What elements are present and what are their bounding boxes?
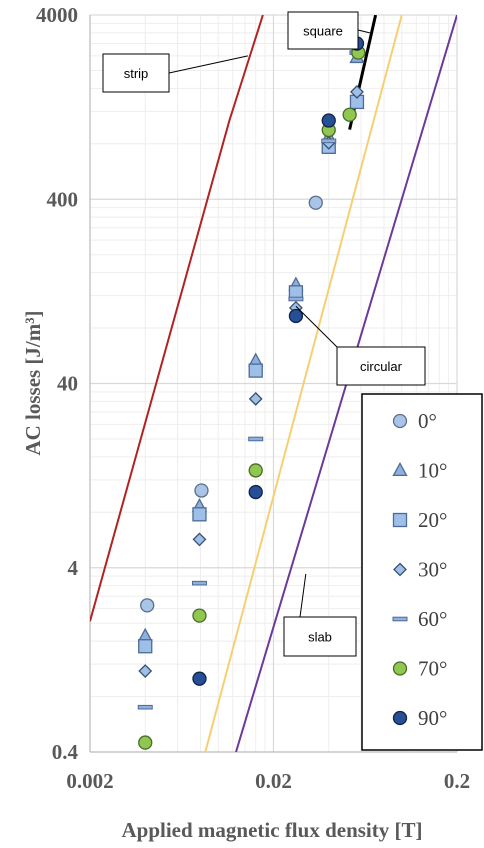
tick-labels: 0.002 0.02 0.2 0.4 4 40 400 4000 [36,3,470,793]
y-tick-label: 0.4 [52,740,79,764]
data-point [288,308,304,324]
data-point [248,463,263,478]
y-tick-label: 4 [68,556,79,580]
leader-line [357,29,370,34]
series-2 [138,94,365,654]
legend-entry: 20° [392,508,447,532]
legend-entry: 30° [393,558,447,582]
legend-label: 90° [418,706,447,730]
data-point [248,436,264,442]
axes [89,15,457,753]
legend-entry: 60° [392,607,447,631]
data-point [248,484,263,500]
annotation-circular: circular [295,305,426,386]
data-point [248,363,263,378]
data-point [191,580,207,586]
data-point [288,296,304,302]
legend-label: 30° [418,558,447,582]
legend-label: 0° [418,409,437,433]
y-tick-label: 4000 [36,3,78,27]
data-point [342,107,357,122]
annotation-label: slab [308,630,332,645]
data-point [192,507,207,522]
legend-marker [392,461,408,477]
series-0 [140,195,323,613]
data-points [137,36,366,750]
leader-line [299,573,307,618]
leader-line [168,55,248,74]
data-point [192,532,207,547]
annotation-box [283,616,357,657]
data-point [194,483,209,498]
data-point [138,735,153,750]
data-point [321,138,337,144]
data-point [192,608,207,623]
line-strip [90,15,264,622]
line-circular [204,15,403,752]
annotation-label: circular [360,359,403,374]
annotation-label: square [303,24,343,39]
annotation-box [102,53,170,93]
data-point [140,598,155,613]
x-axis-title: Applied magnetic flux density [T] [121,818,422,842]
annotation-strip: strip [102,53,248,93]
x-tick-label: 0.2 [444,769,470,793]
legend-entry: 10° [392,459,447,483]
x-tick-label: 0.002 [66,769,113,793]
legend-marker [392,710,408,726]
leader-line [295,305,338,348]
data-point [350,84,364,99]
legend-label: 60° [418,607,447,631]
annotations: strip square circular slab [102,11,426,657]
legend-marker [392,661,408,676]
annotation-box [287,11,359,50]
series-3 [138,84,364,678]
x-tick-label: 0.02 [255,769,292,793]
legend-marker [392,616,408,622]
data-point [138,639,153,654]
model-lines [90,15,457,752]
annotation-box [336,346,426,386]
annotation-square: square [287,11,370,50]
legend-marker [392,413,408,429]
data-point [308,195,323,210]
data-point [138,664,153,678]
data-point [321,113,336,128]
y-tick-label: 40 [57,372,78,396]
annotation-label: strip [124,66,149,81]
legend-marker [392,512,408,528]
legend-entry: 0° [392,409,437,433]
data-point [192,671,207,686]
legend-marker [393,562,407,577]
legend-entry: 90° [392,706,447,730]
legend-label: 10° [418,459,447,483]
annotation-slab: slab [283,573,357,657]
y-axis-title: AC losses [J/m³] [21,310,45,455]
legend: 0° 10° 20° 30° 60° 70° 90° [361,393,483,751]
y-tick-label: 400 [47,187,79,211]
data-point [137,704,153,710]
legend-box [361,393,483,751]
legend-label: 20° [418,508,447,532]
legend-label: 70° [418,657,447,681]
legend-entry: 70° [392,657,447,681]
data-point [248,391,263,406]
